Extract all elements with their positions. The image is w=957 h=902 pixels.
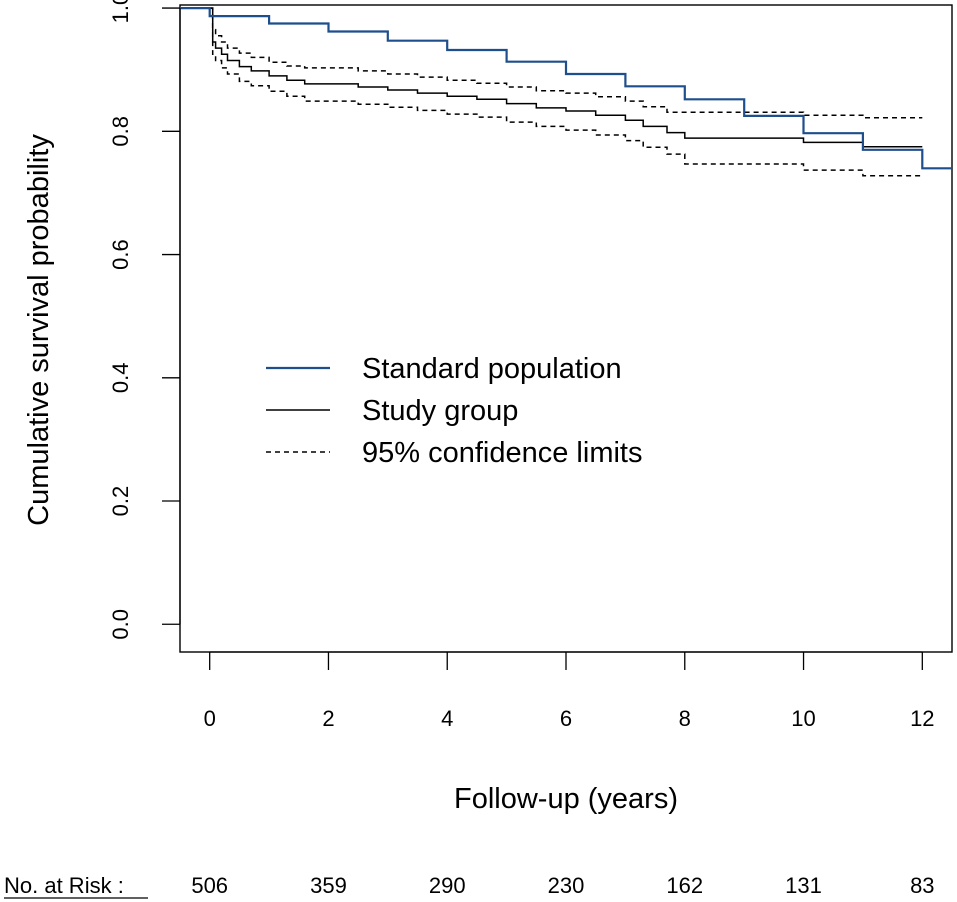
- survival-curves: [180, 7, 952, 177]
- y-tick-label: 0.4: [108, 362, 133, 393]
- legend-label-1: Standard population: [362, 353, 622, 385]
- x-axis: 0 2 4 6 8 10 12: [204, 651, 935, 731]
- y-axis: 0.0 0.2 0.4 0.6 0.8 1.0: [108, 0, 181, 640]
- at-risk-value: 83: [910, 873, 934, 898]
- at-risk-value: 290: [429, 873, 466, 898]
- x-tick-label: 12: [910, 706, 934, 731]
- lower-confidence-limit-curve: [209, 7, 923, 177]
- legend: Standard population Study group 95% confid…: [266, 353, 642, 469]
- at-risk-value: 162: [666, 873, 703, 898]
- y-tick-label: 0.8: [108, 116, 133, 147]
- at-risk-value: 359: [310, 873, 347, 898]
- legend-label-2: Study group: [362, 395, 518, 427]
- y-tick-label: 0.2: [108, 486, 133, 517]
- legend-label-3: 95% confidence limits: [362, 437, 642, 469]
- plot-frame: [179, 4, 953, 653]
- at-risk-value: 506: [191, 873, 228, 898]
- y-axis-title: Cumulative survival probability: [23, 134, 55, 526]
- standard-population-curve: [180, 7, 952, 170]
- upper-confidence-limit-curve: [209, 7, 923, 119]
- plot-border: [179, 4, 953, 653]
- at-risk-value: 131: [785, 873, 822, 898]
- at-risk-label: No. at Risk :: [4, 873, 124, 898]
- x-tick-label: 0: [204, 706, 216, 731]
- at-risk-value: 230: [548, 873, 585, 898]
- x-tick-label: 4: [441, 706, 453, 731]
- y-tick-label: 0.6: [108, 239, 133, 270]
- x-tick-label: 6: [560, 706, 572, 731]
- study-group-curve: [209, 7, 923, 148]
- x-axis-title: Follow-up (years): [454, 783, 678, 815]
- y-tick-label: 0.0: [108, 609, 133, 640]
- x-tick-label: 8: [679, 706, 691, 731]
- y-tick-label: 1.0: [108, 0, 133, 23]
- x-tick-label: 10: [791, 706, 815, 731]
- x-tick-label: 2: [322, 706, 334, 731]
- at-risk-row: No. at Risk : 506 359 290 230 162 131 83: [4, 873, 935, 899]
